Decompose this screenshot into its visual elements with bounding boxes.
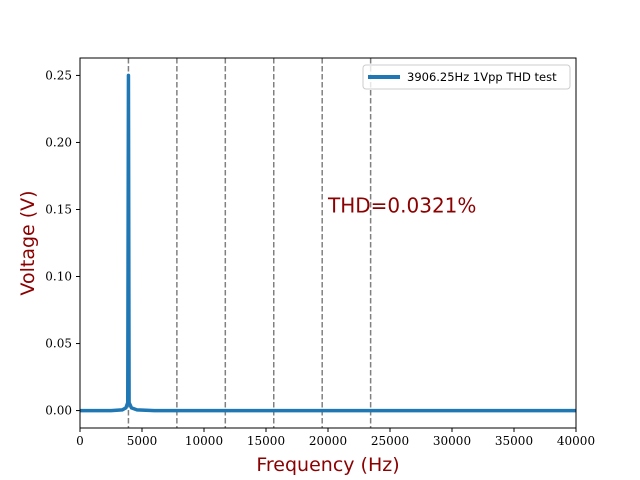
legend-box	[362, 64, 571, 90]
x-tick-label: 40000	[557, 434, 595, 448]
y-tick-label: 0.25	[45, 68, 72, 82]
y-tick-label: 0.05	[45, 337, 72, 351]
x-tick-label: 30000	[433, 434, 471, 448]
x-tick-label: 0	[76, 434, 84, 448]
y-tick-label: 0.10	[45, 270, 72, 284]
x-tick-label: 35000	[495, 434, 533, 448]
series-layer	[80, 73, 576, 413]
y-tick-label: 0.20	[45, 135, 72, 149]
x-tick-label: 15000	[247, 434, 285, 448]
x-tick-label: 10000	[185, 434, 223, 448]
legend: 3906.25Hz 1Vpp THD test	[362, 64, 571, 90]
plot-frame	[79, 57, 577, 429]
legend-label: 3906.25Hz 1Vpp THD test	[407, 70, 557, 84]
series-line-1	[80, 73, 576, 413]
y-axis-title: Voltage (V)	[17, 190, 39, 295]
harmonic-lines	[127, 58, 372, 428]
thd-annotation: THD=0.0321%	[327, 193, 476, 217]
y-tick-label: 0.15	[45, 202, 72, 216]
y-tick-label: 0.00	[45, 404, 72, 418]
x-tick-label: 20000	[309, 434, 347, 448]
x-tick-label: 5000	[127, 434, 158, 448]
x-axis-ticks: 0 5000 10000 15000 20000 25000 30000 35000 40000	[76, 428, 595, 448]
x-tick-label: 25000	[371, 434, 409, 448]
x-axis-title: Frequency (Hz)	[256, 454, 399, 476]
y-axis-ticks: 0.00 0.05 0.10 0.15 0.20 0.25	[45, 68, 80, 418]
